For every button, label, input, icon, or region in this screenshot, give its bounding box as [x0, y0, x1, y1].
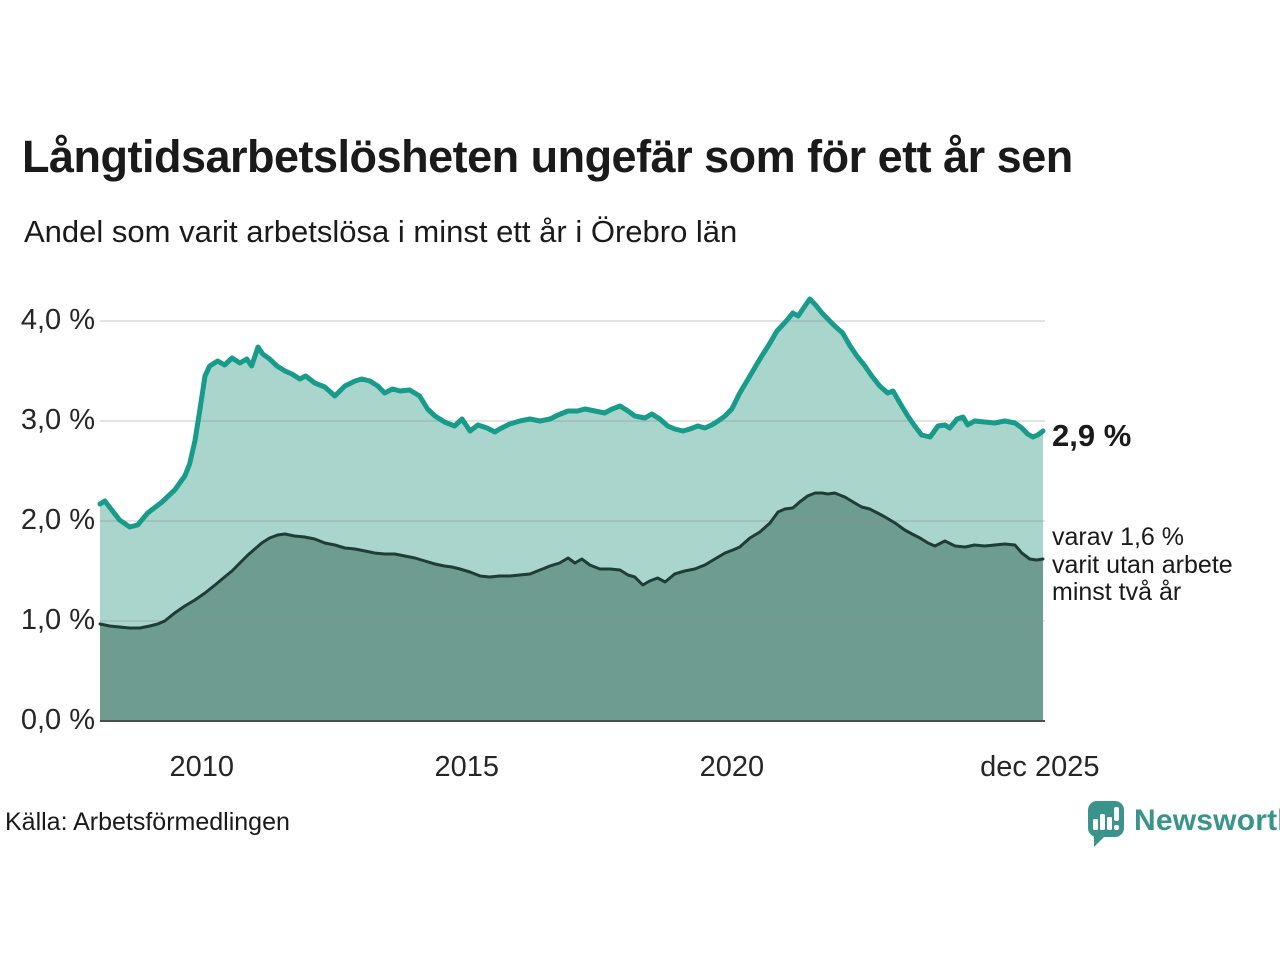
latest-value-label-two-years: varav 1,6 % varit utan arbete minst två år [1052, 523, 1233, 607]
y-axis-label: 4,0 % [20, 304, 95, 336]
y-axis-label: 2,0 % [20, 504, 95, 536]
page-title: Långtidsarbetslösheten ungefär som för e… [22, 131, 1073, 182]
x-axis-label: 2015 [434, 751, 500, 783]
annotation-line: varav 1,6 % [1052, 523, 1185, 551]
y-axis-label: 3,0 % [20, 404, 95, 436]
annotation-line: minst två år [1052, 578, 1182, 606]
series-line-two-years [98, 491, 1045, 630]
annotation-line: varit utan arbete [1052, 550, 1233, 579]
x-axis-label: 2010 [169, 751, 235, 783]
x-axis-label: 2020 [699, 751, 765, 783]
x-axis-label: dec 2025 [980, 751, 1100, 783]
chart-subtitle: Andel som varit arbetslösa i minst ett å… [24, 214, 738, 249]
newsworthy-logo-icon [1088, 801, 1124, 847]
source-credit: Källa: Arbetsförmedlingen [5, 808, 290, 836]
y-axis-label: 0,0 % [20, 704, 95, 736]
newsworthy-logo: Newsworthy [1086, 799, 1280, 849]
area-fill-two-years [100, 493, 1043, 721]
newsworthy-wordmark: Newsworthy [1134, 804, 1280, 837]
y-axis-label: 1,0 % [20, 604, 95, 636]
series-line-one-year [97, 296, 1046, 530]
latest-value-label-one-year: 2,9 % [1052, 418, 1132, 453]
